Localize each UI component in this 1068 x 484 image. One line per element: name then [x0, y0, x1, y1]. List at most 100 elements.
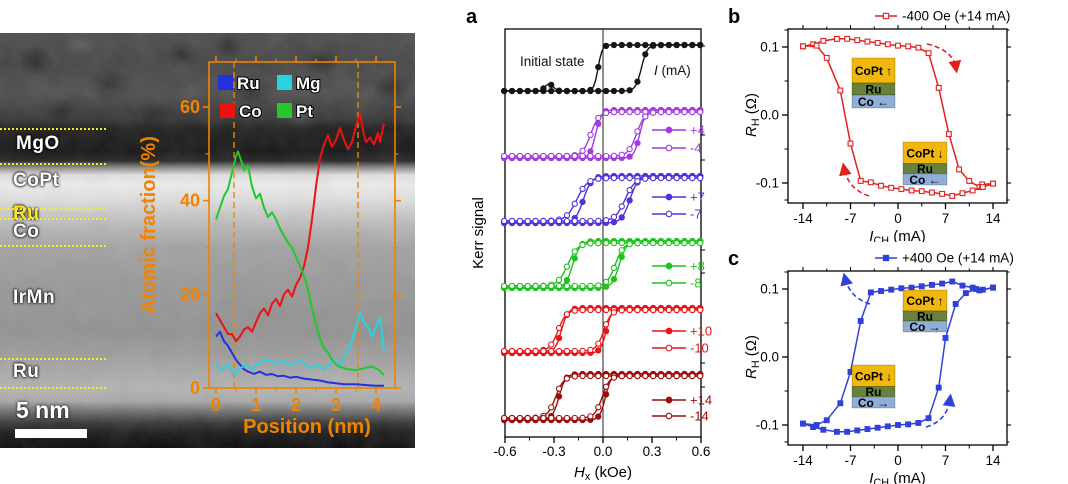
data-marker — [642, 51, 649, 58]
data-marker — [508, 347, 516, 355]
data-marker — [665, 41, 672, 49]
tem-image: MgO CoPt Ru Co IrMn Ru 5 nm 0 1 2 3 4 0 20 40 60… — [0, 33, 415, 448]
data-marker — [854, 37, 861, 44]
data-marker — [610, 239, 618, 247]
data-marker — [501, 414, 508, 422]
legend-label-+4: +4 — [690, 123, 705, 138]
data-marker — [555, 324, 563, 332]
layer-boundary-dotted-line — [0, 163, 106, 165]
inset-x-tick-label: 3 — [331, 395, 341, 415]
layer-boundary-dotted-line — [0, 245, 106, 247]
data-marker — [665, 108, 672, 116]
data-marker — [649, 42, 657, 49]
data-marker — [610, 218, 618, 226]
data-marker — [516, 414, 524, 422]
data-marker — [563, 276, 571, 284]
legend-label: -400 Oe (+14 mA) — [902, 9, 1010, 24]
data-marker — [532, 414, 539, 422]
data-marker — [610, 264, 618, 272]
data-marker — [813, 422, 820, 428]
data-marker — [649, 109, 657, 116]
data-marker — [649, 306, 657, 314]
data-marker — [884, 41, 891, 48]
data-marker — [555, 282, 563, 290]
loop-branch-up — [802, 38, 994, 189]
data-marker — [579, 217, 586, 225]
legend-label--14: -14 — [690, 409, 709, 424]
inset-x-tick-label: 1 — [251, 395, 261, 415]
data-marker — [626, 186, 633, 194]
data-marker — [610, 174, 618, 182]
data-marker — [665, 372, 672, 380]
data-marker — [634, 178, 641, 185]
data-marker — [618, 174, 625, 182]
stack-layer-label: Co ← — [858, 95, 889, 109]
data-marker — [918, 283, 925, 290]
loop-branch-up — [802, 286, 994, 433]
data-marker — [587, 131, 594, 139]
data-marker — [587, 177, 594, 185]
data-marker — [895, 422, 901, 428]
data-marker — [884, 423, 891, 430]
data-marker — [524, 152, 531, 160]
x-axis-label: Hx (kOe) — [574, 464, 632, 483]
y-tick-label: 0.1 — [760, 282, 779, 297]
data-marker — [626, 306, 633, 314]
layer-boundary-dotted-line — [0, 218, 106, 220]
data-marker — [579, 147, 586, 154]
data-marker — [833, 428, 840, 435]
data-marker — [618, 108, 625, 116]
stack-layer-Co — [851, 396, 896, 409]
data-marker — [501, 152, 508, 160]
x-tick-label: 0 — [894, 453, 902, 468]
stack-layer-Co — [902, 320, 948, 333]
data-marker — [626, 241, 633, 248]
data-marker — [800, 420, 806, 427]
data-marker — [579, 282, 586, 290]
data-marker — [595, 340, 602, 347]
current-units-annotation: I (mA) — [654, 63, 691, 78]
tem-layer-label: CoPt — [13, 170, 60, 191]
hall-resistance-chart-positive-field: -14 -7 0 7 14 0.1 0.0 -0.1 ICH (mA) RH (Ω) CoPt ↑ R… — [743, 251, 1014, 484]
data-marker — [532, 152, 539, 160]
data-marker — [681, 306, 688, 314]
data-marker — [642, 41, 649, 49]
data-marker — [563, 87, 571, 95]
data-marker — [800, 43, 806, 50]
data-marker — [610, 213, 618, 221]
x-tick-label: -14 — [793, 211, 813, 226]
layer-boundary-dotted-line — [0, 128, 106, 130]
inset-legend-swatch-Pt — [277, 103, 292, 118]
data-marker — [626, 153, 633, 160]
data-marker — [548, 87, 555, 95]
inset-series-Pt — [215, 150, 385, 376]
data-marker — [571, 200, 578, 207]
data-marker — [602, 306, 610, 314]
data-marker — [595, 63, 602, 71]
inset-x-tick-label: 0 — [211, 395, 221, 415]
tem-layer-label: Co — [13, 221, 40, 242]
data-marker — [548, 404, 555, 411]
data-marker — [681, 239, 688, 247]
x-tick-label: 0.3 — [643, 444, 662, 459]
stack-layer-label: CoPt ↑ — [855, 64, 892, 78]
inset-legend-label: Ru — [237, 74, 260, 93]
layer-boundary-dotted-line — [0, 208, 106, 210]
data-marker — [587, 346, 594, 354]
data-marker — [898, 285, 905, 292]
data-marker — [928, 281, 935, 288]
y-tick-label: 0.0 — [760, 350, 779, 365]
data-marker — [689, 372, 696, 380]
y-tick-label: 0.1 — [760, 40, 779, 55]
x-tick-label: 0.6 — [692, 444, 711, 459]
data-marker — [935, 84, 942, 91]
legend-label--8: -8 — [690, 276, 702, 291]
data-marker — [833, 35, 840, 42]
data-marker — [874, 39, 881, 46]
data-marker — [579, 152, 586, 160]
panel-a-tag: a — [466, 6, 478, 28]
data-marker — [501, 217, 508, 225]
data-marker — [602, 239, 610, 247]
